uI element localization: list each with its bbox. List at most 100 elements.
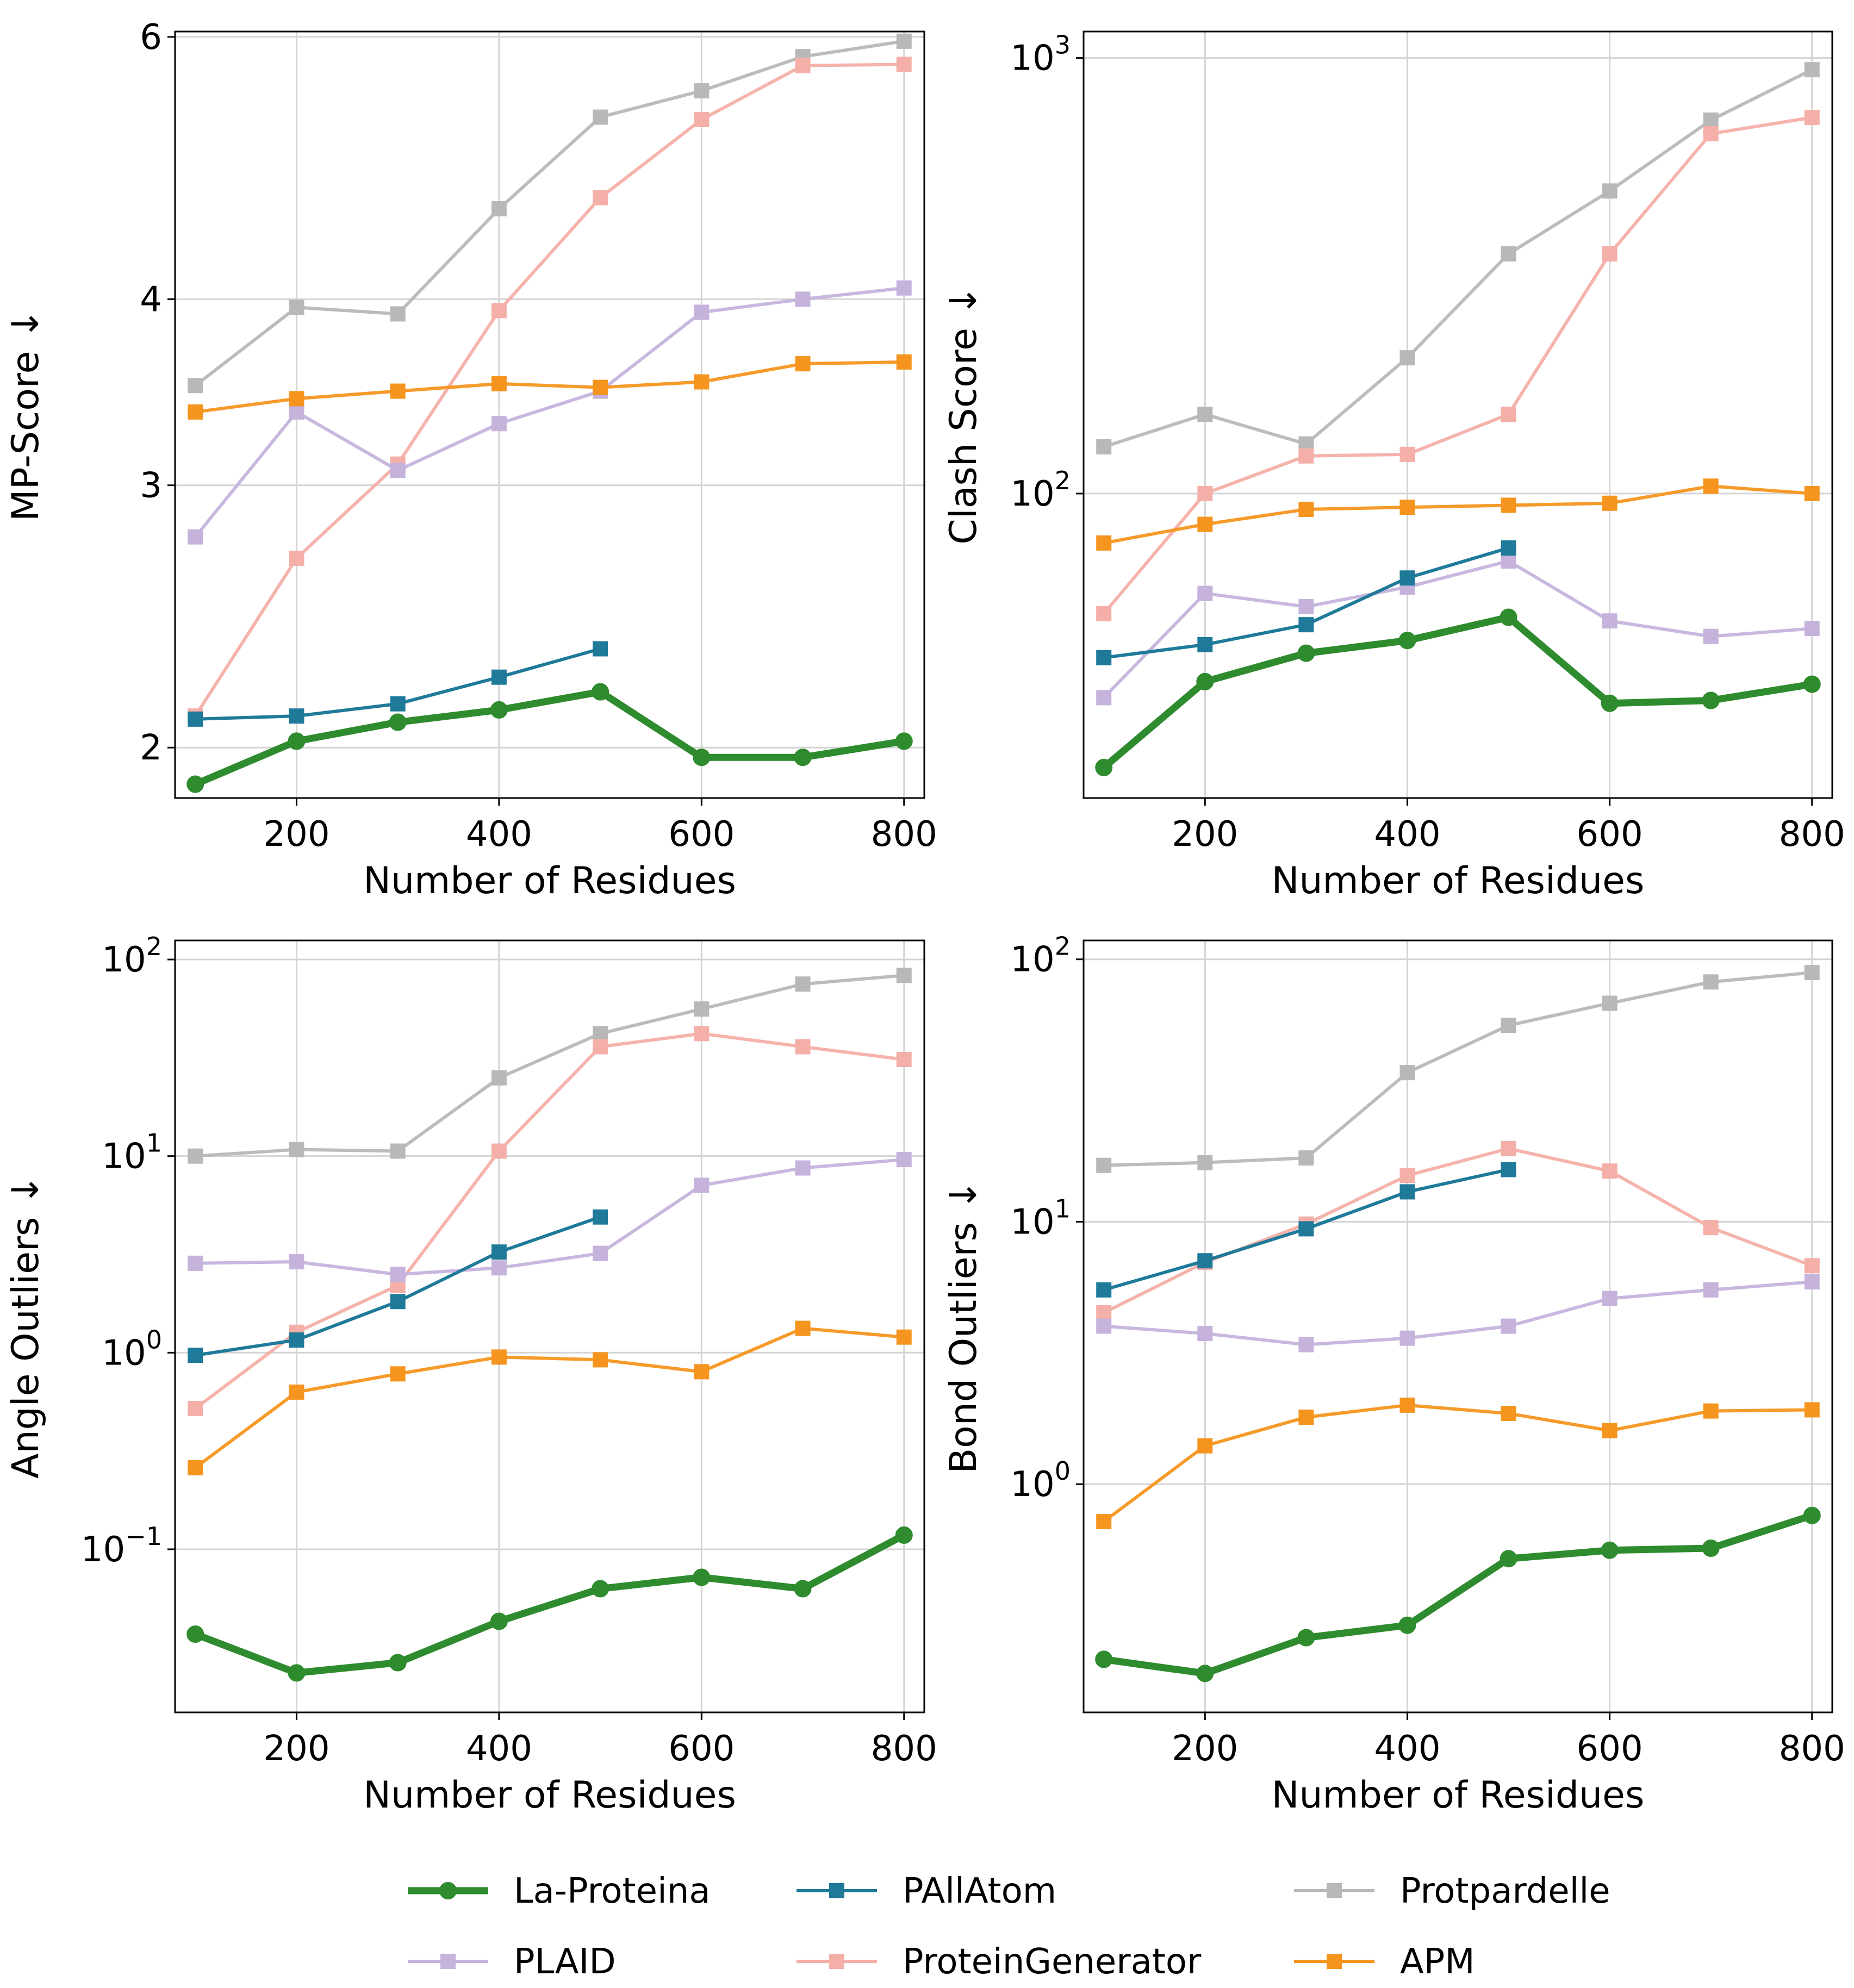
data-point-proteingenerator	[896, 1051, 912, 1067]
panel-angle-outliers: 200 400 600 800 10−1 100 101 102 Number of Resid…	[4, 932, 937, 1817]
data-point-plaid	[289, 1254, 304, 1270]
data-point-pallatom	[390, 1294, 406, 1310]
data-point-pallatom	[1399, 1184, 1415, 1200]
data-point-protpardelle	[593, 109, 608, 125]
legend-item-pallatom: PAllAtom	[797, 1871, 1056, 1911]
data-point-plaid	[795, 291, 811, 307]
x-tick-label: 600	[668, 1729, 735, 1769]
series-line-la-proteina	[1100, 613, 1816, 771]
series-protpardelle	[188, 968, 912, 1164]
data-point-protpardelle	[1096, 1157, 1112, 1173]
series-plaid	[188, 280, 912, 545]
legend-marker	[829, 1954, 844, 1969]
data-point-proteingenerator	[1703, 1220, 1719, 1236]
data-point-protpardelle	[1197, 407, 1213, 422]
data-point-plaid	[1804, 1274, 1820, 1290]
data-point-protpardelle	[289, 1142, 304, 1157]
data-point-plaid	[1096, 1318, 1112, 1334]
series-line-plaid	[194, 286, 906, 539]
data-point-la-proteina	[1601, 694, 1619, 712]
y-tick-label: 102	[1010, 932, 1071, 980]
data-point-apm	[390, 1366, 406, 1382]
data-point-la-proteina	[1095, 758, 1113, 776]
data-point-plaid	[1399, 1330, 1415, 1346]
data-point-pallatom	[1501, 540, 1516, 556]
series-plaid	[1096, 1274, 1820, 1353]
data-point-protpardelle	[1703, 974, 1719, 990]
data-point-apm	[1399, 1397, 1415, 1413]
data-point-apm	[1703, 1403, 1719, 1419]
panel-clash-score: 200 400 600 800 102 103 Number of Residues Clas…	[942, 30, 1845, 902]
y-tick-label: 101	[1010, 1194, 1071, 1242]
series-line-protpardelle	[194, 974, 906, 1158]
data-point-proteingenerator	[1399, 446, 1415, 462]
series-line-apm	[194, 1326, 906, 1469]
data-point-proteingenerator	[1501, 1141, 1516, 1156]
data-point-apm	[1096, 1514, 1112, 1530]
series-proteingenerator	[1096, 110, 1820, 621]
legend-item-proteingenerator: ProteinGenerator	[797, 1942, 1202, 1982]
data-point-pallatom	[491, 669, 507, 685]
series-line-apm	[1102, 484, 1814, 545]
data-point-apm	[1804, 485, 1820, 501]
data-point-pallatom	[1096, 650, 1112, 665]
data-point-protpardelle	[1804, 62, 1820, 78]
data-point-pallatom	[593, 641, 608, 657]
data-point-apm	[896, 1329, 912, 1345]
series-line-plaid	[194, 1158, 906, 1276]
data-point-plaid	[593, 1245, 608, 1261]
data-point-pallatom	[593, 1209, 608, 1225]
data-point-plaid	[1197, 585, 1213, 601]
data-point-la-proteina	[490, 1612, 508, 1630]
data-point-protpardelle	[188, 378, 203, 394]
axes-frame	[1082, 30, 1833, 799]
y-tick-label: 100	[102, 1325, 162, 1373]
legend-item-apm: APM	[1294, 1942, 1475, 1982]
data-point-la-proteina	[895, 732, 913, 750]
data-point-proteingenerator	[188, 1401, 203, 1417]
data-point-apm	[593, 1352, 608, 1368]
series-line-la-proteina	[1100, 1512, 1816, 1677]
data-point-pallatom	[289, 1332, 304, 1348]
data-point-apm	[188, 404, 203, 420]
data-point-proteingenerator	[1399, 1168, 1415, 1183]
data-point-proteingenerator	[694, 1026, 710, 1042]
x-tick-label: 200	[1172, 1729, 1238, 1769]
data-point-apm	[1096, 535, 1112, 551]
data-point-plaid	[896, 1152, 912, 1168]
y-tick-label: 102	[1010, 466, 1071, 514]
y-tick-label: 6	[140, 17, 162, 58]
series-pallatom	[1096, 1162, 1516, 1298]
x-axis-label: Number of Residues	[363, 1774, 736, 1817]
data-point-apm	[694, 1364, 710, 1380]
data-point-apm	[491, 1349, 507, 1365]
data-point-protpardelle	[491, 201, 507, 217]
data-point-la-proteina	[1702, 691, 1720, 709]
data-point-plaid	[1501, 553, 1516, 569]
data-point-protpardelle	[896, 968, 912, 983]
series-line-plaid	[1102, 559, 1814, 700]
series-la-proteina	[186, 1526, 913, 1682]
legend-marker	[439, 1882, 457, 1899]
data-point-protpardelle	[1197, 1155, 1213, 1170]
x-tick-label: 600	[1577, 814, 1643, 855]
y-tick-label: 102	[102, 932, 162, 980]
data-point-plaid	[491, 416, 507, 432]
series-line-apm	[194, 360, 906, 414]
data-point-proteingenerator	[1804, 1258, 1820, 1274]
legend: La-Proteina PAllAtom Protpardelle PLAID Prot…	[408, 1871, 1610, 1982]
series-plaid	[188, 1152, 912, 1282]
data-point-protpardelle	[1501, 1018, 1516, 1033]
data-point-proteingenerator	[289, 550, 304, 566]
data-point-pallatom	[1197, 1253, 1213, 1269]
data-point-la-proteina	[389, 713, 407, 731]
x-tick-label: 600	[1577, 1729, 1643, 1769]
x-tick-label: 400	[466, 814, 532, 855]
series-line-la-proteina	[191, 688, 908, 788]
data-point-protpardelle	[694, 1001, 710, 1017]
data-point-la-proteina	[1500, 1550, 1517, 1568]
data-point-proteingenerator	[795, 58, 811, 73]
data-point-protpardelle	[1096, 439, 1112, 455]
data-point-apm	[1197, 1438, 1213, 1454]
